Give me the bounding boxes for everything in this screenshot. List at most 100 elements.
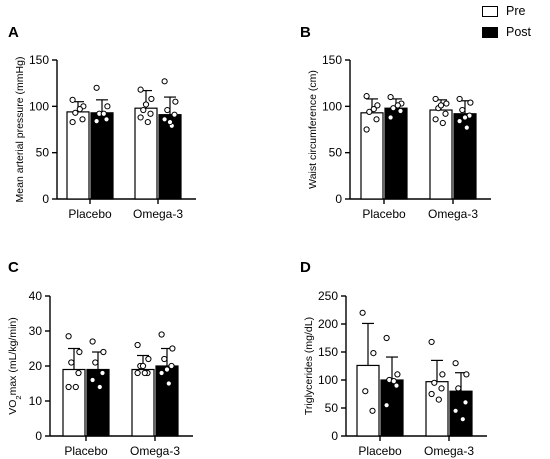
data-point	[139, 362, 147, 370]
data-point	[467, 99, 474, 106]
legend-item-pre: Pre	[482, 4, 525, 18]
data-point	[435, 396, 442, 403]
data-point	[383, 402, 390, 409]
data-point	[431, 379, 438, 386]
data-point	[452, 407, 459, 414]
data-point	[142, 101, 150, 108]
data-point	[147, 110, 154, 117]
legend: Pre Post	[482, 0, 550, 44]
data-point	[165, 380, 172, 387]
data-point	[428, 338, 435, 346]
y-axis-label: Triglycerides (mg/dL)	[303, 317, 315, 415]
bar-pre	[66, 111, 90, 200]
data-point	[369, 407, 376, 414]
data-point	[148, 95, 155, 103]
data-point	[455, 385, 462, 392]
data-point	[163, 366, 171, 373]
y-tick-label: 20	[29, 359, 43, 373]
panel-letter: A	[8, 24, 19, 41]
y-tick-label: 30	[29, 324, 43, 338]
data-point	[383, 334, 390, 342]
y-tick-label: 100	[318, 373, 338, 387]
data-point	[76, 348, 83, 356]
bar-pre	[360, 112, 384, 200]
y-tick-label: 150	[29, 53, 49, 67]
data-point	[68, 359, 75, 366]
data-point	[161, 116, 168, 123]
data-point	[393, 382, 400, 389]
data-point	[96, 383, 103, 391]
data-point	[394, 102, 401, 109]
data-point	[75, 369, 82, 377]
y-tick-label: 150	[318, 345, 338, 359]
data-point	[93, 84, 100, 91]
data-point	[161, 78, 168, 85]
data-point	[359, 309, 366, 316]
data-point	[463, 124, 470, 131]
data-point	[169, 345, 176, 352]
data-point	[100, 348, 107, 356]
data-point	[363, 93, 370, 100]
y-tick-label: 150	[322, 53, 342, 67]
y-axis-label: VO2max (mL/kg/min)	[7, 317, 23, 415]
x-tick-label: Placebo	[362, 207, 406, 221]
bar-pre	[356, 364, 380, 437]
bar-post	[453, 113, 477, 200]
data-point	[134, 369, 141, 377]
data-point	[463, 371, 470, 378]
data-point	[145, 355, 152, 363]
bar-post	[380, 379, 404, 437]
data-point	[362, 388, 369, 395]
data-point	[166, 118, 174, 126]
y-tick-label: 50	[329, 146, 343, 160]
y-tick-label: 10	[29, 394, 43, 408]
data-point	[171, 111, 178, 118]
panel-letter: D	[300, 259, 311, 276]
data-point	[459, 416, 466, 423]
data-point	[432, 95, 439, 103]
data-point	[432, 116, 439, 123]
data-point	[373, 116, 380, 123]
y-tick-label: 250	[318, 289, 338, 303]
data-point	[69, 118, 76, 126]
data-point	[459, 106, 466, 114]
x-tick-label: Placebo	[64, 444, 108, 458]
data-point	[387, 114, 394, 121]
y-tick-label: 50	[325, 401, 339, 415]
data-point	[65, 383, 72, 391]
chart-panel-c: C 0 10 20 30 40 VO2max (mL/kg/min) Placebo Omega…	[7, 259, 193, 458]
panel-letter: C	[8, 259, 19, 276]
x-tick-label: Omega-3	[130, 444, 180, 458]
data-point	[134, 341, 141, 349]
x-tick-label: Placebo	[358, 444, 402, 458]
data-point	[168, 362, 175, 370]
data-point	[89, 376, 96, 384]
chart-panel-d: D 0 50 100 150 200 250 Triglycerides (mg/dL) Pla…	[300, 259, 487, 458]
bar-post	[90, 112, 114, 200]
data-point	[144, 118, 151, 126]
bar-pre	[131, 368, 155, 437]
panel-letter: B	[300, 24, 311, 41]
bar-post	[158, 114, 182, 200]
x-tick-label: Omega-3	[428, 207, 478, 221]
data-point	[89, 338, 96, 345]
data-point	[161, 355, 168, 363]
data-point	[79, 116, 86, 123]
data-point	[438, 385, 445, 392]
data-point	[439, 119, 446, 127]
y-tick-label: 0	[331, 429, 338, 443]
data-point	[103, 116, 110, 123]
data-point	[158, 331, 165, 338]
y-tick-label: 200	[318, 317, 338, 331]
legend-swatch-post	[482, 26, 498, 38]
y-tick-label: 100	[29, 99, 49, 113]
x-tick-label: Placebo	[68, 207, 112, 221]
data-point	[137, 114, 144, 121]
data-point	[442, 110, 449, 117]
legend-swatch-pre	[482, 5, 498, 17]
data-point	[374, 102, 381, 109]
data-point	[428, 390, 435, 398]
